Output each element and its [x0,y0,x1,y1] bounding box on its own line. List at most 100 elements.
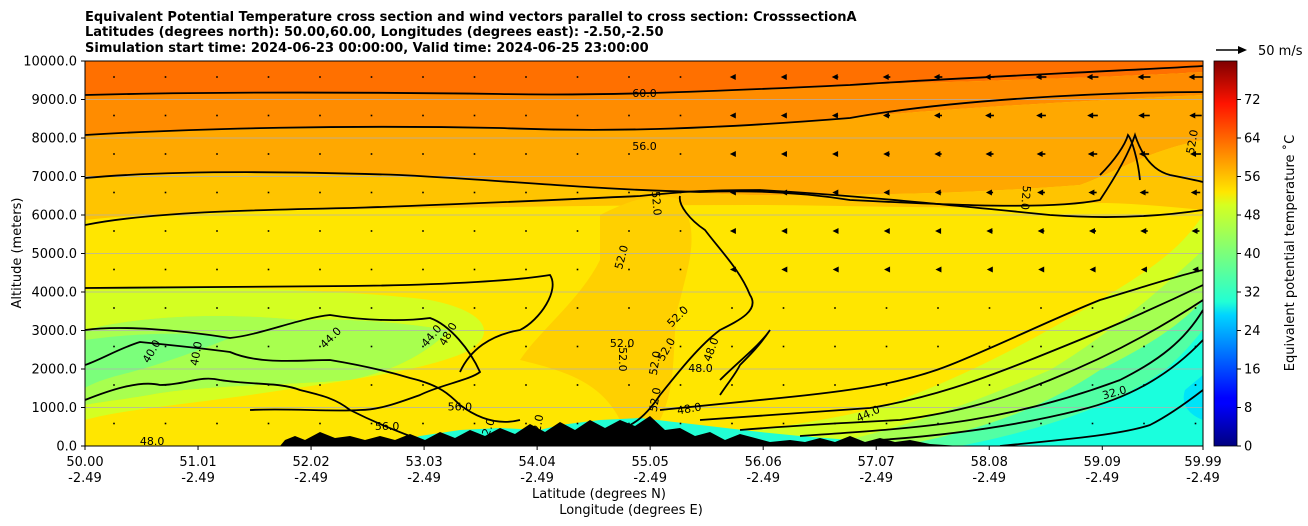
wind-vector [164,345,167,348]
wind-vector [370,191,373,194]
wind-vector [113,76,115,78]
colorbar-ticks: 0 8 16 24 32 40 48 56 64 72 [1237,93,1261,455]
wind-vector [113,268,115,271]
colorbar-tick-label: 32 [1244,286,1261,301]
wind-vector-head [1188,74,1195,80]
contour-36-right [799,309,1203,437]
wind-vector [628,384,630,386]
wind-vector [422,76,424,78]
x-tick-label-lon: -2.49 [859,471,893,486]
contour-label: 52.0 [612,244,631,271]
y-axis: 0.0 1000.0 2000.0 3000.0 4000.0 5000.0 6000.0 7… [23,55,85,455]
wind-vector-head [1192,266,1199,273]
wind-vector [473,345,476,348]
wind-vector-head [729,112,736,119]
wind-vector-head [1037,228,1044,234]
wind-vector-head [832,266,839,273]
wind-vector-head [781,228,788,234]
wind-vector [164,230,167,232]
wind-vector [628,307,630,309]
wind-vector-head [1138,151,1145,157]
wind-vector [216,307,218,309]
wind-vector [164,384,167,386]
wind-vector [628,345,630,348]
wind-vector-head [1190,189,1197,196]
contour-label: 52.0 [610,337,635,350]
wind-vector [1143,384,1145,386]
wind-vector [885,345,888,348]
wind-vector [370,422,373,425]
wind-vector [525,114,527,117]
wind-vector [422,422,424,425]
wind-vector-head [1086,74,1093,80]
contour-40-right [739,299,1203,431]
wind-vector [576,345,579,348]
wind-vector [216,114,218,117]
contour-60 [85,65,1203,96]
wind-vector [679,307,682,309]
y-tick-label: 5000.0 [32,247,78,262]
wind-vector [1040,422,1042,425]
fill-band-orange [85,72,1203,135]
wind-vector [113,230,115,232]
wind-vector [834,345,836,348]
wind-vector [164,191,167,194]
wind-vector [319,307,321,309]
wind-vector-head [1088,189,1095,196]
terrain [280,416,960,446]
wind-vector [319,191,321,194]
wind-vector [422,230,424,232]
wind-vector [988,384,991,386]
fill-band-amber [85,140,1203,220]
wind-vector [1040,307,1042,309]
wind-vector [164,422,167,425]
wind-vector-head [1138,112,1145,119]
wind-vector-head [831,74,838,80]
wind-vector-head [1191,228,1198,234]
contour-lines [85,65,1203,446]
wind-vector [113,384,115,386]
y-tick-label: 6000.0 [32,209,78,224]
contour-label: 60.0 [632,87,657,100]
colorbar-tick-label: 24 [1244,324,1261,339]
wind-vector [731,345,733,348]
contour-56 [85,132,1203,207]
wind-vector-head [1189,112,1196,119]
y-tick-label: 3000.0 [32,324,78,339]
wind-vector [576,230,579,232]
wind-vector-head [729,151,736,157]
wind-vector [113,307,115,309]
x-axis: 50.00-2.4951.01-2.4952.02-2.4953.03-2.49… [66,446,1222,486]
wind-vector [319,76,321,78]
wind-vector [1143,307,1145,309]
contour-label: 40.0 [188,340,205,366]
wind-vector [1143,345,1145,348]
wind-vector [628,153,630,155]
wind-vector [319,114,321,117]
wind-vector [576,268,579,271]
wind-vector [113,345,115,348]
wind-vector [937,422,939,425]
y-axis-label: Altitude (meters) [10,198,25,309]
wind-vector-head [935,228,942,234]
wind-vector [267,422,270,425]
wind-vector-head [1190,151,1197,157]
wind-vector [679,230,682,232]
wind-vector-head [780,151,787,157]
wind-vector [731,384,733,386]
wind-vector-head [984,74,991,80]
wind-vector-head [1038,266,1045,273]
wind-vector [1194,384,1197,386]
wind-vector-head [883,151,890,157]
wind-vector [1040,345,1042,348]
wind-vector-head [729,189,736,196]
colorbar-tick-label: 0 [1244,440,1252,455]
wind-vector [319,268,321,271]
colorbar-label: Equivalent potential temperature ˚C [1282,135,1298,371]
contour-32-right [879,339,1203,441]
wind-vector [679,422,682,425]
wind-vector [370,76,373,78]
wind-vector-head [1037,189,1044,196]
wind-vector [679,76,682,78]
